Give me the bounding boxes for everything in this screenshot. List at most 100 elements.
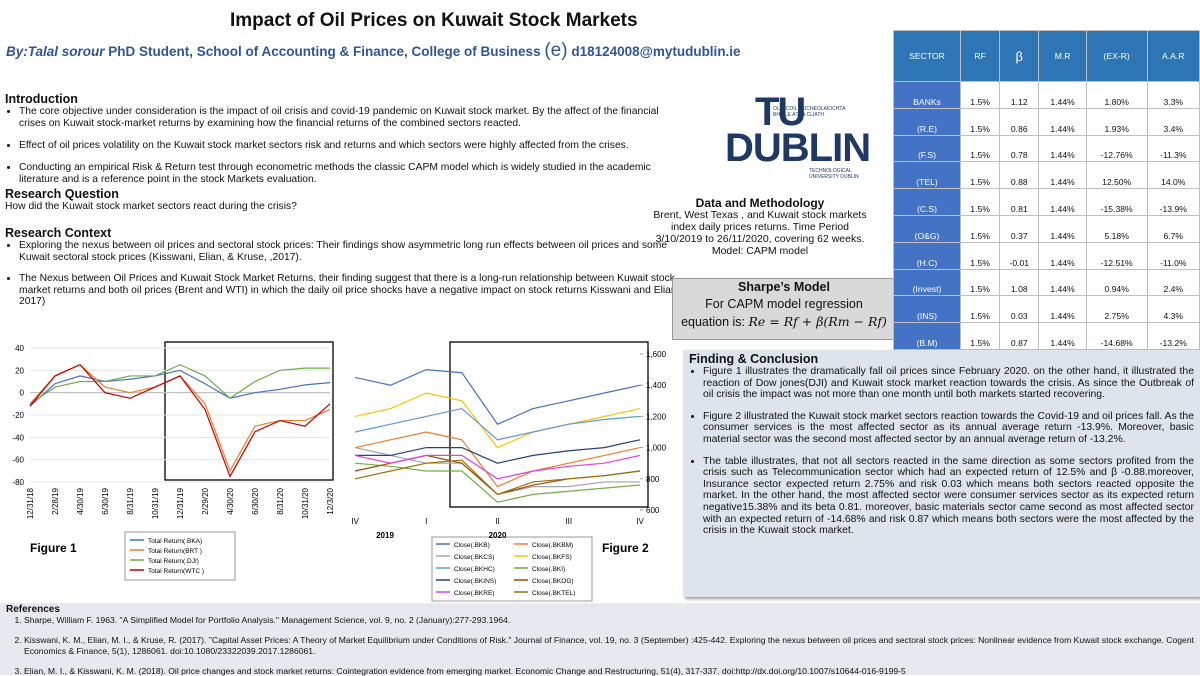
cell: -11.3% (1146, 134, 1200, 163)
cell: 1.80% (1085, 81, 1148, 109)
heading: Research Question (5, 187, 119, 201)
item: Figure 2 illustrated the Kuwait stock ma… (703, 411, 1194, 446)
cell: 1.5% (960, 81, 1001, 109)
cell: (Invest) (892, 268, 962, 297)
header-cell: RF (960, 30, 1001, 82)
legend-label: Close(.BKINS) (454, 578, 496, 585)
heading: Introduction (5, 92, 78, 106)
logo-text: OLLSCOIL TEICNEOLAÍOCHTA (773, 106, 846, 112)
reference-list: Sharpe, William F. 1963. "A Simplified M… (6, 615, 1194, 676)
cell: -13.9% (1146, 188, 1200, 216)
y-tick-label: 0 (20, 389, 25, 398)
results-table: SECTOR RF β M.R (EX-R) A.A.R BANKs 1.5% 1.12 1.44… (892, 30, 1200, 350)
x-tick-label: IV (351, 517, 359, 526)
legend-label: Close(.BKHC) (454, 566, 495, 573)
logo-text: TECHNOLOGICAL (809, 168, 852, 174)
cell: -0.01 (999, 241, 1040, 270)
cell: 6.7% (1146, 214, 1200, 243)
legend-label: Total Return(BRT ) (148, 548, 202, 555)
cell: 1.44% (1038, 188, 1087, 216)
author: By:Talal sorour (6, 44, 105, 59)
cell: 1.5% (960, 214, 1001, 243)
line: Brent, West Texas , and Kuwait stock mar… (653, 209, 867, 221)
legend-label: Close(.BKRE) (454, 590, 494, 597)
x-tick-label: 12/31/19 (176, 487, 185, 519)
legend-label: Close(.BKOG) (532, 578, 574, 585)
cell: 1.44% (1038, 161, 1087, 190)
header-cell: β (999, 30, 1040, 82)
legend-label: Close(.BKI) (532, 566, 565, 573)
x-tick-label: I (425, 517, 427, 526)
heading: Data and Methodology (695, 196, 825, 210)
cell: -12.51% (1085, 241, 1148, 270)
item: Effect of oil prices volatility on the K… (19, 140, 680, 152)
legend-label: Close(.BKCS) (454, 554, 494, 561)
context-list: Exploring the nexus between oil prices a… (5, 240, 680, 308)
year-label: 2020 (489, 531, 507, 540)
cell: 1.44% (1038, 107, 1087, 136)
item: Elian, M. I., & Kisswani, K. M. (2018). … (24, 666, 1194, 676)
item: Sharpe, William F. 1963. "A Simplified M… (24, 615, 1194, 625)
x-tick-label: 6/30/20 (251, 487, 260, 514)
y-tick-label: -80 (12, 478, 24, 487)
x-tick-label: 12/31/18 (26, 487, 35, 519)
text: For CAPM model regression (705, 297, 863, 311)
y-tick-label: 20 (15, 366, 24, 375)
item: Kisswani, K. M., Elian, M. I., & Kruse, … (24, 635, 1194, 655)
legend-label: Total Return(.BKA) (148, 538, 202, 545)
header-cell: SECTOR (892, 30, 962, 82)
heading: Sharpe’s Model (738, 280, 830, 294)
cell: 1.12 (999, 81, 1040, 109)
findings-box: Finding & Conclusion Figure 1 illustrate… (683, 350, 1200, 597)
cell: 1.5% (960, 188, 1001, 216)
cell: 14.0% (1146, 161, 1200, 190)
y-tick-label: 1,600 (646, 350, 667, 359)
cell: (R.E) (892, 107, 962, 136)
methodology: Data and Methodology Brent, West Texas ,… (630, 197, 890, 257)
series-line (354, 431, 641, 488)
email: d18124008@mytudublin.ie (571, 44, 741, 59)
logo-dublin: DUBLIN (725, 126, 871, 170)
legend-label: Close(.BKBM) (532, 542, 573, 549)
cell: 0.88 (999, 161, 1040, 190)
y-tick-label: 1,000 (646, 444, 667, 453)
figure-label: Figure 1 (30, 541, 77, 555)
line: 3/10/2019 to 26/11/2020, covering 62 wee… (655, 233, 865, 245)
cell: 2.4% (1146, 268, 1200, 297)
row: (R.E) 1.5% 0.86 1.44% 1.93% 3.4% (892, 107, 1200, 136)
y-tick-label: -20 (12, 411, 24, 420)
x-tick-label: 10/31/19 (151, 487, 160, 519)
intro-list: The core objective under consideration i… (5, 106, 680, 186)
y-tick-label: 1,400 (646, 381, 667, 390)
y-tick-label: 40 (15, 344, 24, 353)
cell: 0.37 (999, 214, 1040, 243)
cell: 12.50% (1085, 161, 1148, 190)
x-tick-label: IV (636, 517, 644, 526)
cell: -15.38% (1085, 188, 1148, 216)
heading: References (6, 604, 60, 615)
logo-text: UNIVERSITY DUBLIN (809, 174, 859, 180)
cell: 1.44% (1038, 241, 1087, 270)
cell: 0.78 (999, 134, 1040, 163)
sharpe-box: Sharpe’s Model For CAPM model regression… (672, 278, 896, 340)
logo-irish: OLLSCOIL TEICNEOLAÍOCHTA BHAILE ÁTHA CLIA… (773, 106, 845, 118)
cell: (B.M) (892, 322, 962, 350)
cell: -13.2% (1146, 322, 1200, 350)
header-cell: M.R (1038, 30, 1087, 82)
y-tick-label: 800 (646, 475, 660, 484)
cell: 3.3% (1146, 81, 1200, 109)
row: (Invest) 1.5% 1.08 1.44% 0.94% 2.4% (892, 268, 1200, 297)
series-line (29, 364, 331, 478)
row: (H.C) 1.5% -0.01 1.44% -12.51% -11.0% (892, 241, 1200, 270)
cell: 1.93% (1085, 107, 1148, 136)
cell: 1.5% (960, 161, 1001, 190)
charts: -80 -60 -40 -20 0 20 40 12/31/18 2/28/19 4/30/19 6… (12, 341, 667, 602)
legend-label: Total Return(.DJI) (148, 558, 199, 565)
row: (F.S) 1.5% 0.78 1.44% -12.76% -11.3% (892, 134, 1200, 163)
cell: 1.5% (960, 322, 1001, 350)
email-mark: (e) (544, 40, 568, 61)
cell: 0.03 (999, 295, 1040, 324)
row: (B.M) 1.5% 0.87 1.44% -14.68% -13.2% (892, 322, 1200, 350)
cell: (C.S) (892, 188, 962, 216)
